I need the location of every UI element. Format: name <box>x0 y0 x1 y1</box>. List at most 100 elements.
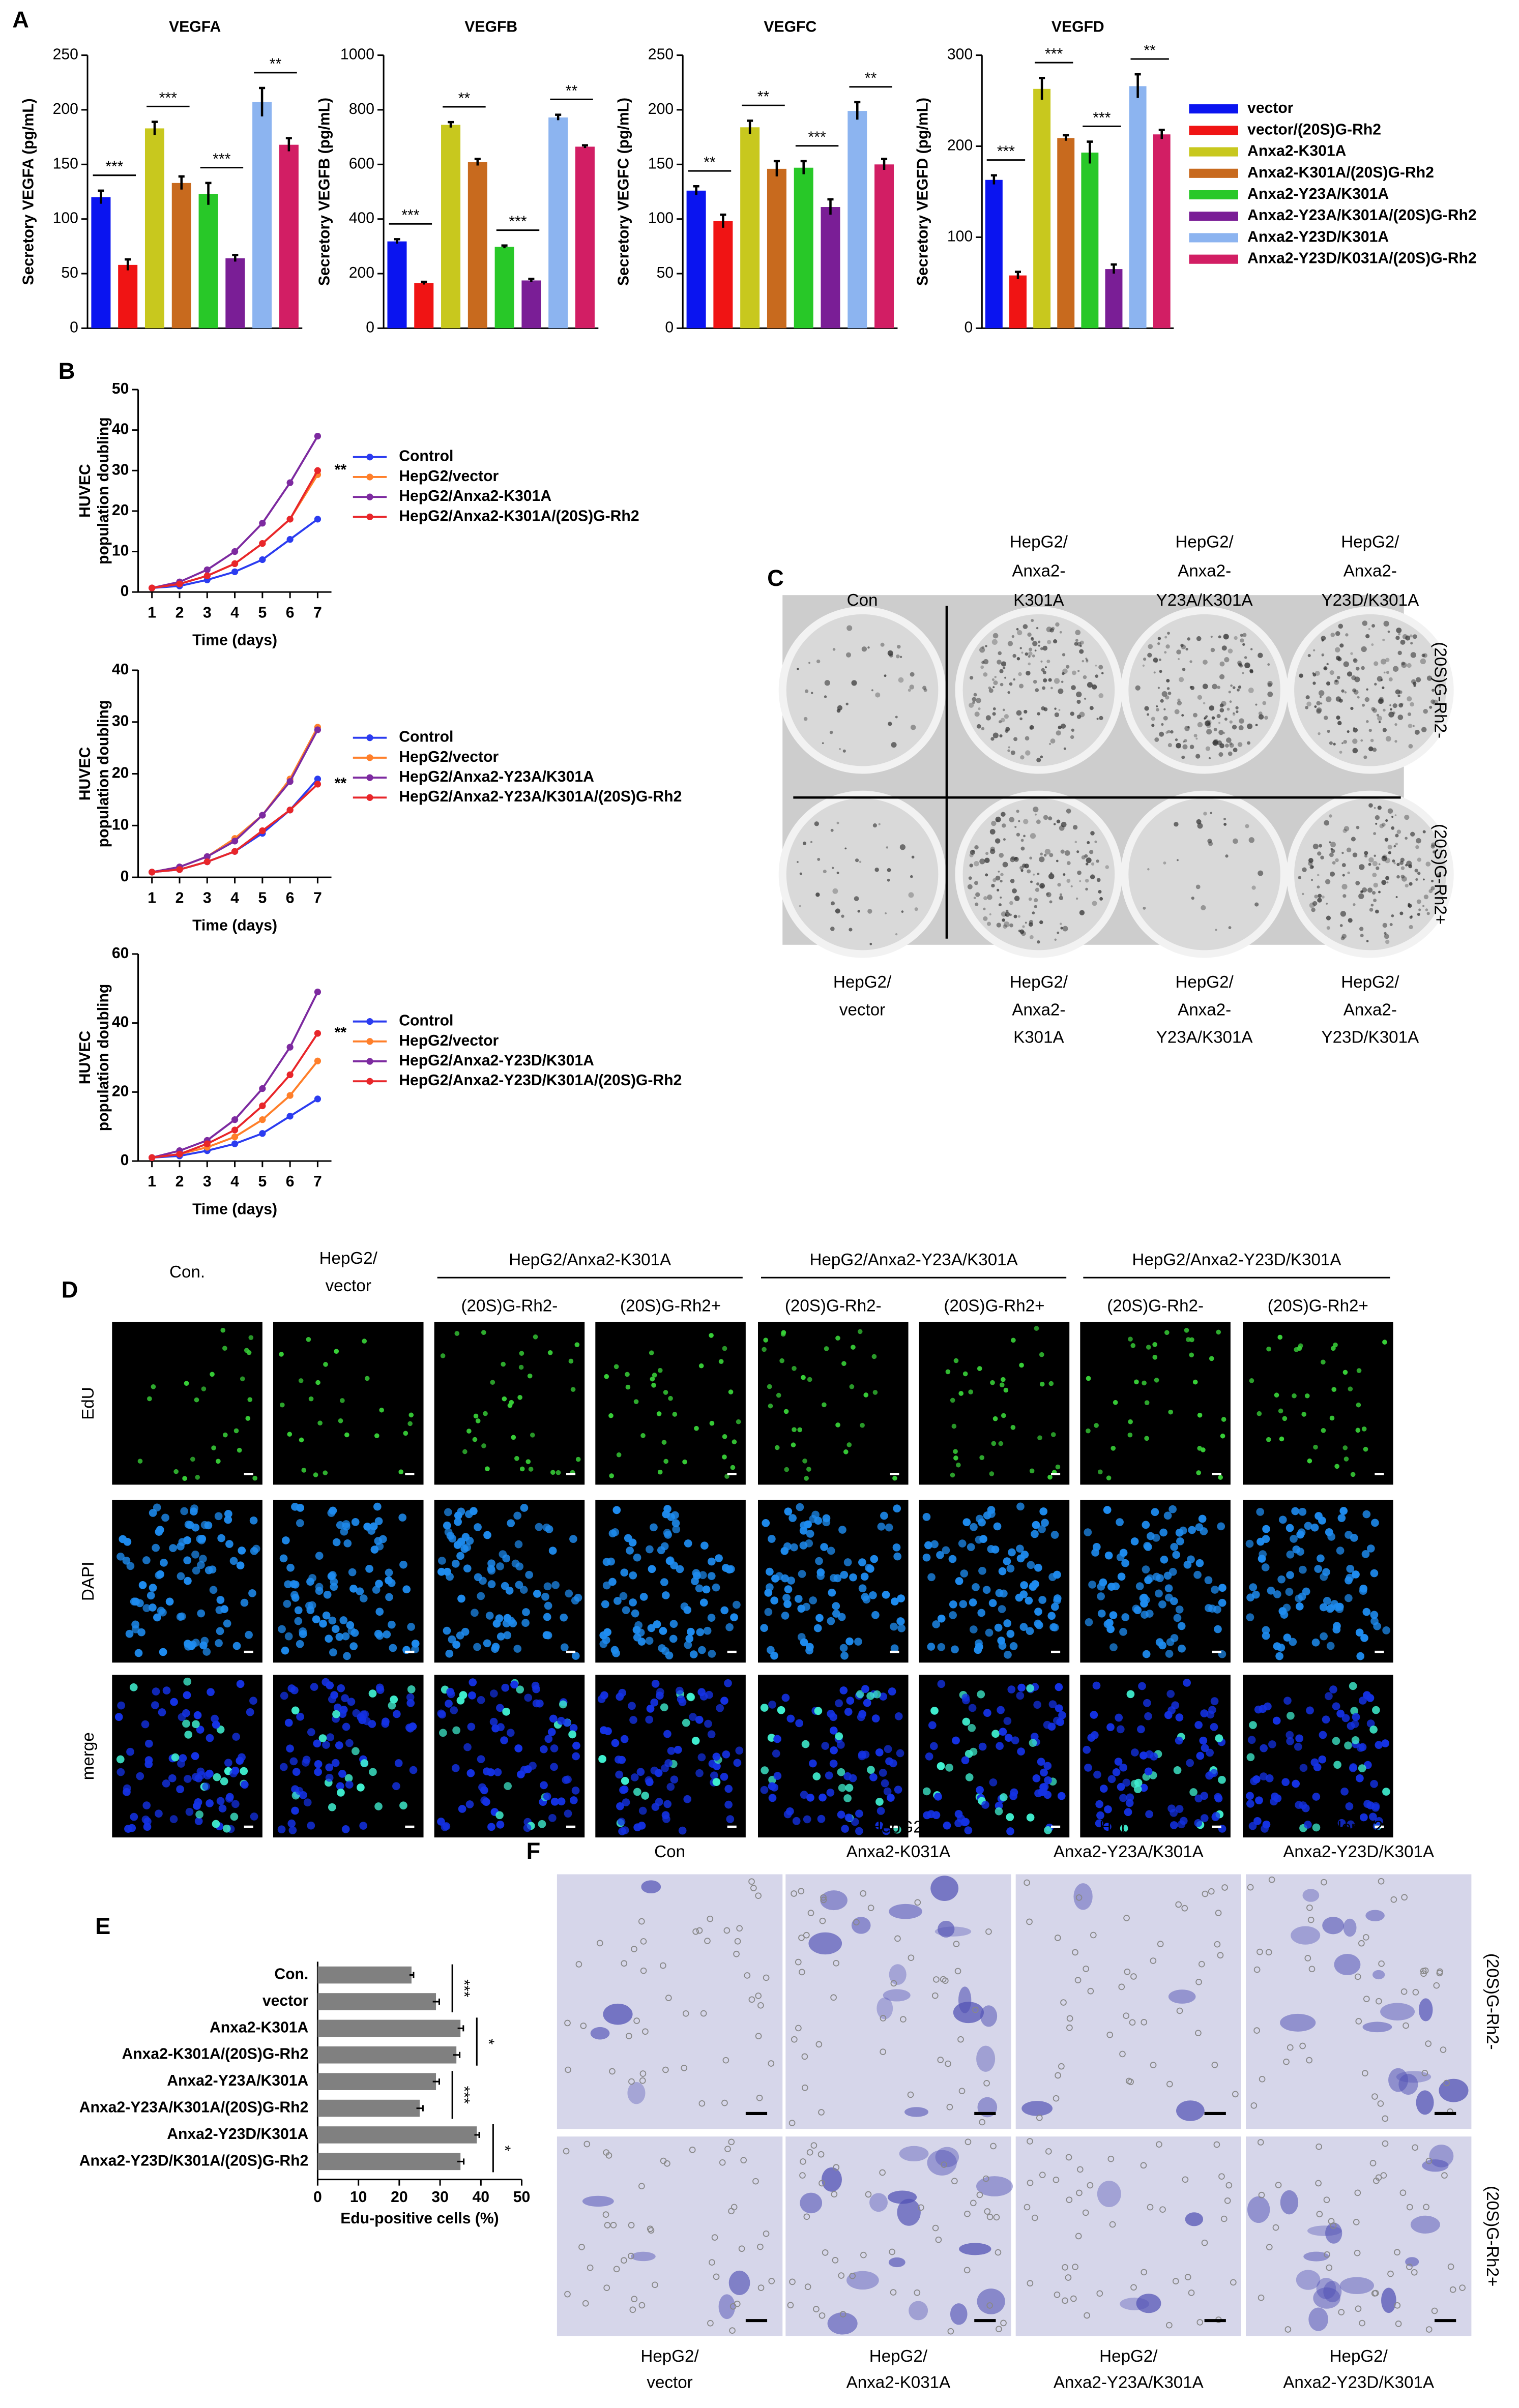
nucleus <box>696 1628 705 1637</box>
pore <box>1401 1894 1408 1901</box>
nucleus <box>1044 1826 1052 1834</box>
pore <box>1354 2189 1361 2196</box>
pore <box>890 1980 897 1987</box>
nucleus <box>846 1442 852 1447</box>
x-tick-label: 3 <box>203 889 212 906</box>
colony <box>1071 670 1076 675</box>
nucleus <box>1320 1572 1328 1581</box>
nucleus <box>1142 1521 1150 1529</box>
pore <box>1306 1904 1313 1911</box>
nucleus <box>999 1793 1008 1801</box>
nucleus <box>977 1609 986 1617</box>
nucleus <box>761 1766 769 1774</box>
colony <box>1368 628 1370 631</box>
x-axis-label: Edu-positive cells (%) <box>340 2210 499 2227</box>
colony <box>1382 728 1387 732</box>
nucleus <box>445 1700 453 1708</box>
bar <box>317 2126 477 2144</box>
category-label: Anxa2-Y23A/K301A/(20S)G-Rh2 <box>79 2099 309 2116</box>
pore <box>1304 1955 1311 1961</box>
pore <box>729 2327 736 2334</box>
caption: HepG2/ <box>1330 2347 1388 2366</box>
colony <box>994 675 997 678</box>
colony <box>997 888 1000 891</box>
pore <box>626 2033 632 2039</box>
colony <box>1425 861 1431 867</box>
nucleus <box>937 1643 946 1651</box>
nucleus <box>1038 1525 1046 1533</box>
nucleus <box>1318 1755 1327 1764</box>
colony <box>1002 708 1005 711</box>
pore <box>1130 2284 1137 2291</box>
nucleus <box>1032 1774 1041 1782</box>
pore <box>763 1974 770 1981</box>
nucleus <box>867 1766 875 1774</box>
nucleus <box>151 1701 159 1709</box>
error-bar <box>827 198 834 215</box>
nucleus <box>960 1569 969 1578</box>
colony <box>1423 894 1429 900</box>
stained-cell <box>820 1890 848 1911</box>
nucleus <box>1245 1539 1254 1548</box>
error-bar <box>178 175 185 190</box>
stained-cell <box>1247 2196 1270 2223</box>
colony <box>1183 740 1185 743</box>
stained-cell <box>909 2301 928 2321</box>
nucleus <box>1186 1759 1194 1767</box>
nucleus <box>1366 1694 1375 1702</box>
nucleus <box>1286 1524 1294 1532</box>
colony <box>972 701 976 704</box>
pore <box>763 2230 770 2237</box>
nucleus <box>1038 1596 1046 1604</box>
colony <box>1056 859 1059 863</box>
nucleus <box>612 1506 621 1514</box>
nucleus <box>713 1762 721 1770</box>
nucleus <box>962 1371 968 1377</box>
nucleus <box>223 1619 231 1628</box>
nucleus <box>513 1511 521 1520</box>
group-label: HepG2/Anxa2-Y23A/K301A <box>809 1251 1018 1269</box>
nucleus <box>122 1556 131 1565</box>
pore <box>578 2244 585 2250</box>
colony <box>1409 915 1413 919</box>
colony <box>1222 731 1225 734</box>
bar <box>548 117 568 329</box>
colony <box>1143 658 1147 661</box>
pore <box>1118 1983 1125 1990</box>
colony <box>974 881 978 885</box>
colony <box>1368 746 1374 752</box>
nucleus <box>315 1552 324 1560</box>
nucleus <box>1195 1559 1204 1567</box>
nucleus <box>951 1645 959 1654</box>
caption: Con. <box>169 1263 205 1282</box>
nucleus <box>279 1763 288 1771</box>
nucleus <box>295 1787 304 1795</box>
group-label: HepG2/Anxa2-K301A <box>509 1251 671 1269</box>
nucleus <box>575 1456 581 1462</box>
colony <box>830 927 835 931</box>
x-tick-label: 4 <box>230 889 239 906</box>
colony <box>1405 837 1408 840</box>
nucleus <box>974 1646 982 1654</box>
nucleus <box>1192 1379 1198 1385</box>
pore <box>757 2002 764 2009</box>
row-label: merge <box>79 1732 98 1780</box>
nucleus <box>229 1557 238 1565</box>
nucleus <box>1195 1523 1204 1531</box>
nucleus <box>1317 1554 1325 1563</box>
pore <box>1054 2291 1061 2298</box>
colony <box>1249 669 1253 673</box>
row-label: EdU <box>79 1387 98 1420</box>
error-bar <box>773 160 780 176</box>
pore <box>665 1995 672 2001</box>
colony <box>1431 842 1436 847</box>
nucleus <box>827 1547 835 1555</box>
stained-cell <box>883 1989 911 2002</box>
nucleus <box>211 1714 219 1723</box>
pore <box>1123 1915 1130 1921</box>
pore <box>580 2023 587 2029</box>
significance-label: *** <box>808 129 826 146</box>
colony <box>1378 721 1381 724</box>
point <box>259 1116 266 1123</box>
nucleus <box>721 1564 730 1572</box>
